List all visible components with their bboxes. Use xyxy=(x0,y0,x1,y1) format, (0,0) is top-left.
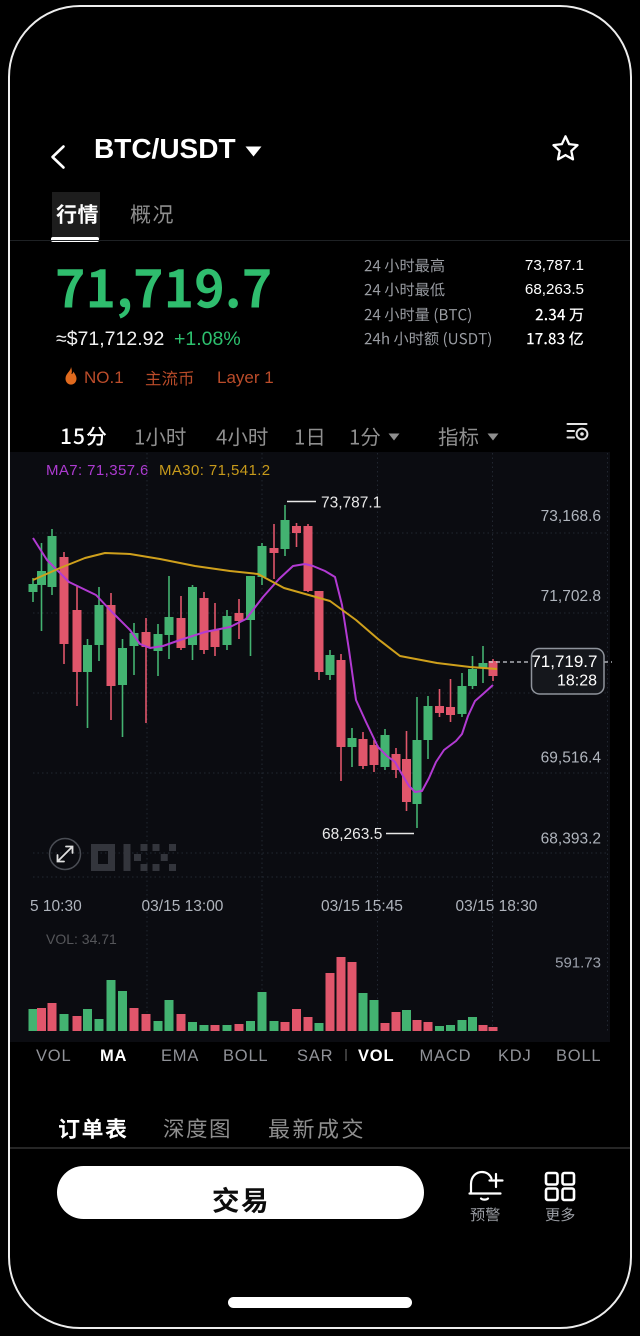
svg-text:73,168.6: 73,168.6 xyxy=(541,508,601,525)
svg-text:591.73: 591.73 xyxy=(555,955,601,972)
svg-text:71,719.7: 71,719.7 xyxy=(531,652,597,671)
svg-text:68,263.5: 68,263.5 xyxy=(322,826,382,843)
svg-text:18:28: 18:28 xyxy=(557,673,597,690)
svg-text:03/15 18:30: 03/15 18:30 xyxy=(456,898,538,915)
svg-text:68,393.2: 68,393.2 xyxy=(541,831,601,848)
svg-text:5 10:30: 5 10:30 xyxy=(30,898,82,915)
svg-text:MA7: 71,357.6: MA7: 71,357.6 xyxy=(46,462,149,479)
svg-text:69,516.4: 69,516.4 xyxy=(541,750,602,767)
svg-text:71,702.8: 71,702.8 xyxy=(541,588,601,605)
svg-text:03/15 13:00: 03/15 13:00 xyxy=(142,898,224,915)
svg-text:VOL: 34.71: VOL: 34.71 xyxy=(46,931,117,947)
svg-text:MA30: 71,541.2: MA30: 71,541.2 xyxy=(159,462,271,479)
svg-text:03/15 15:45: 03/15 15:45 xyxy=(321,898,403,915)
svg-text:73,787.1: 73,787.1 xyxy=(321,495,381,512)
